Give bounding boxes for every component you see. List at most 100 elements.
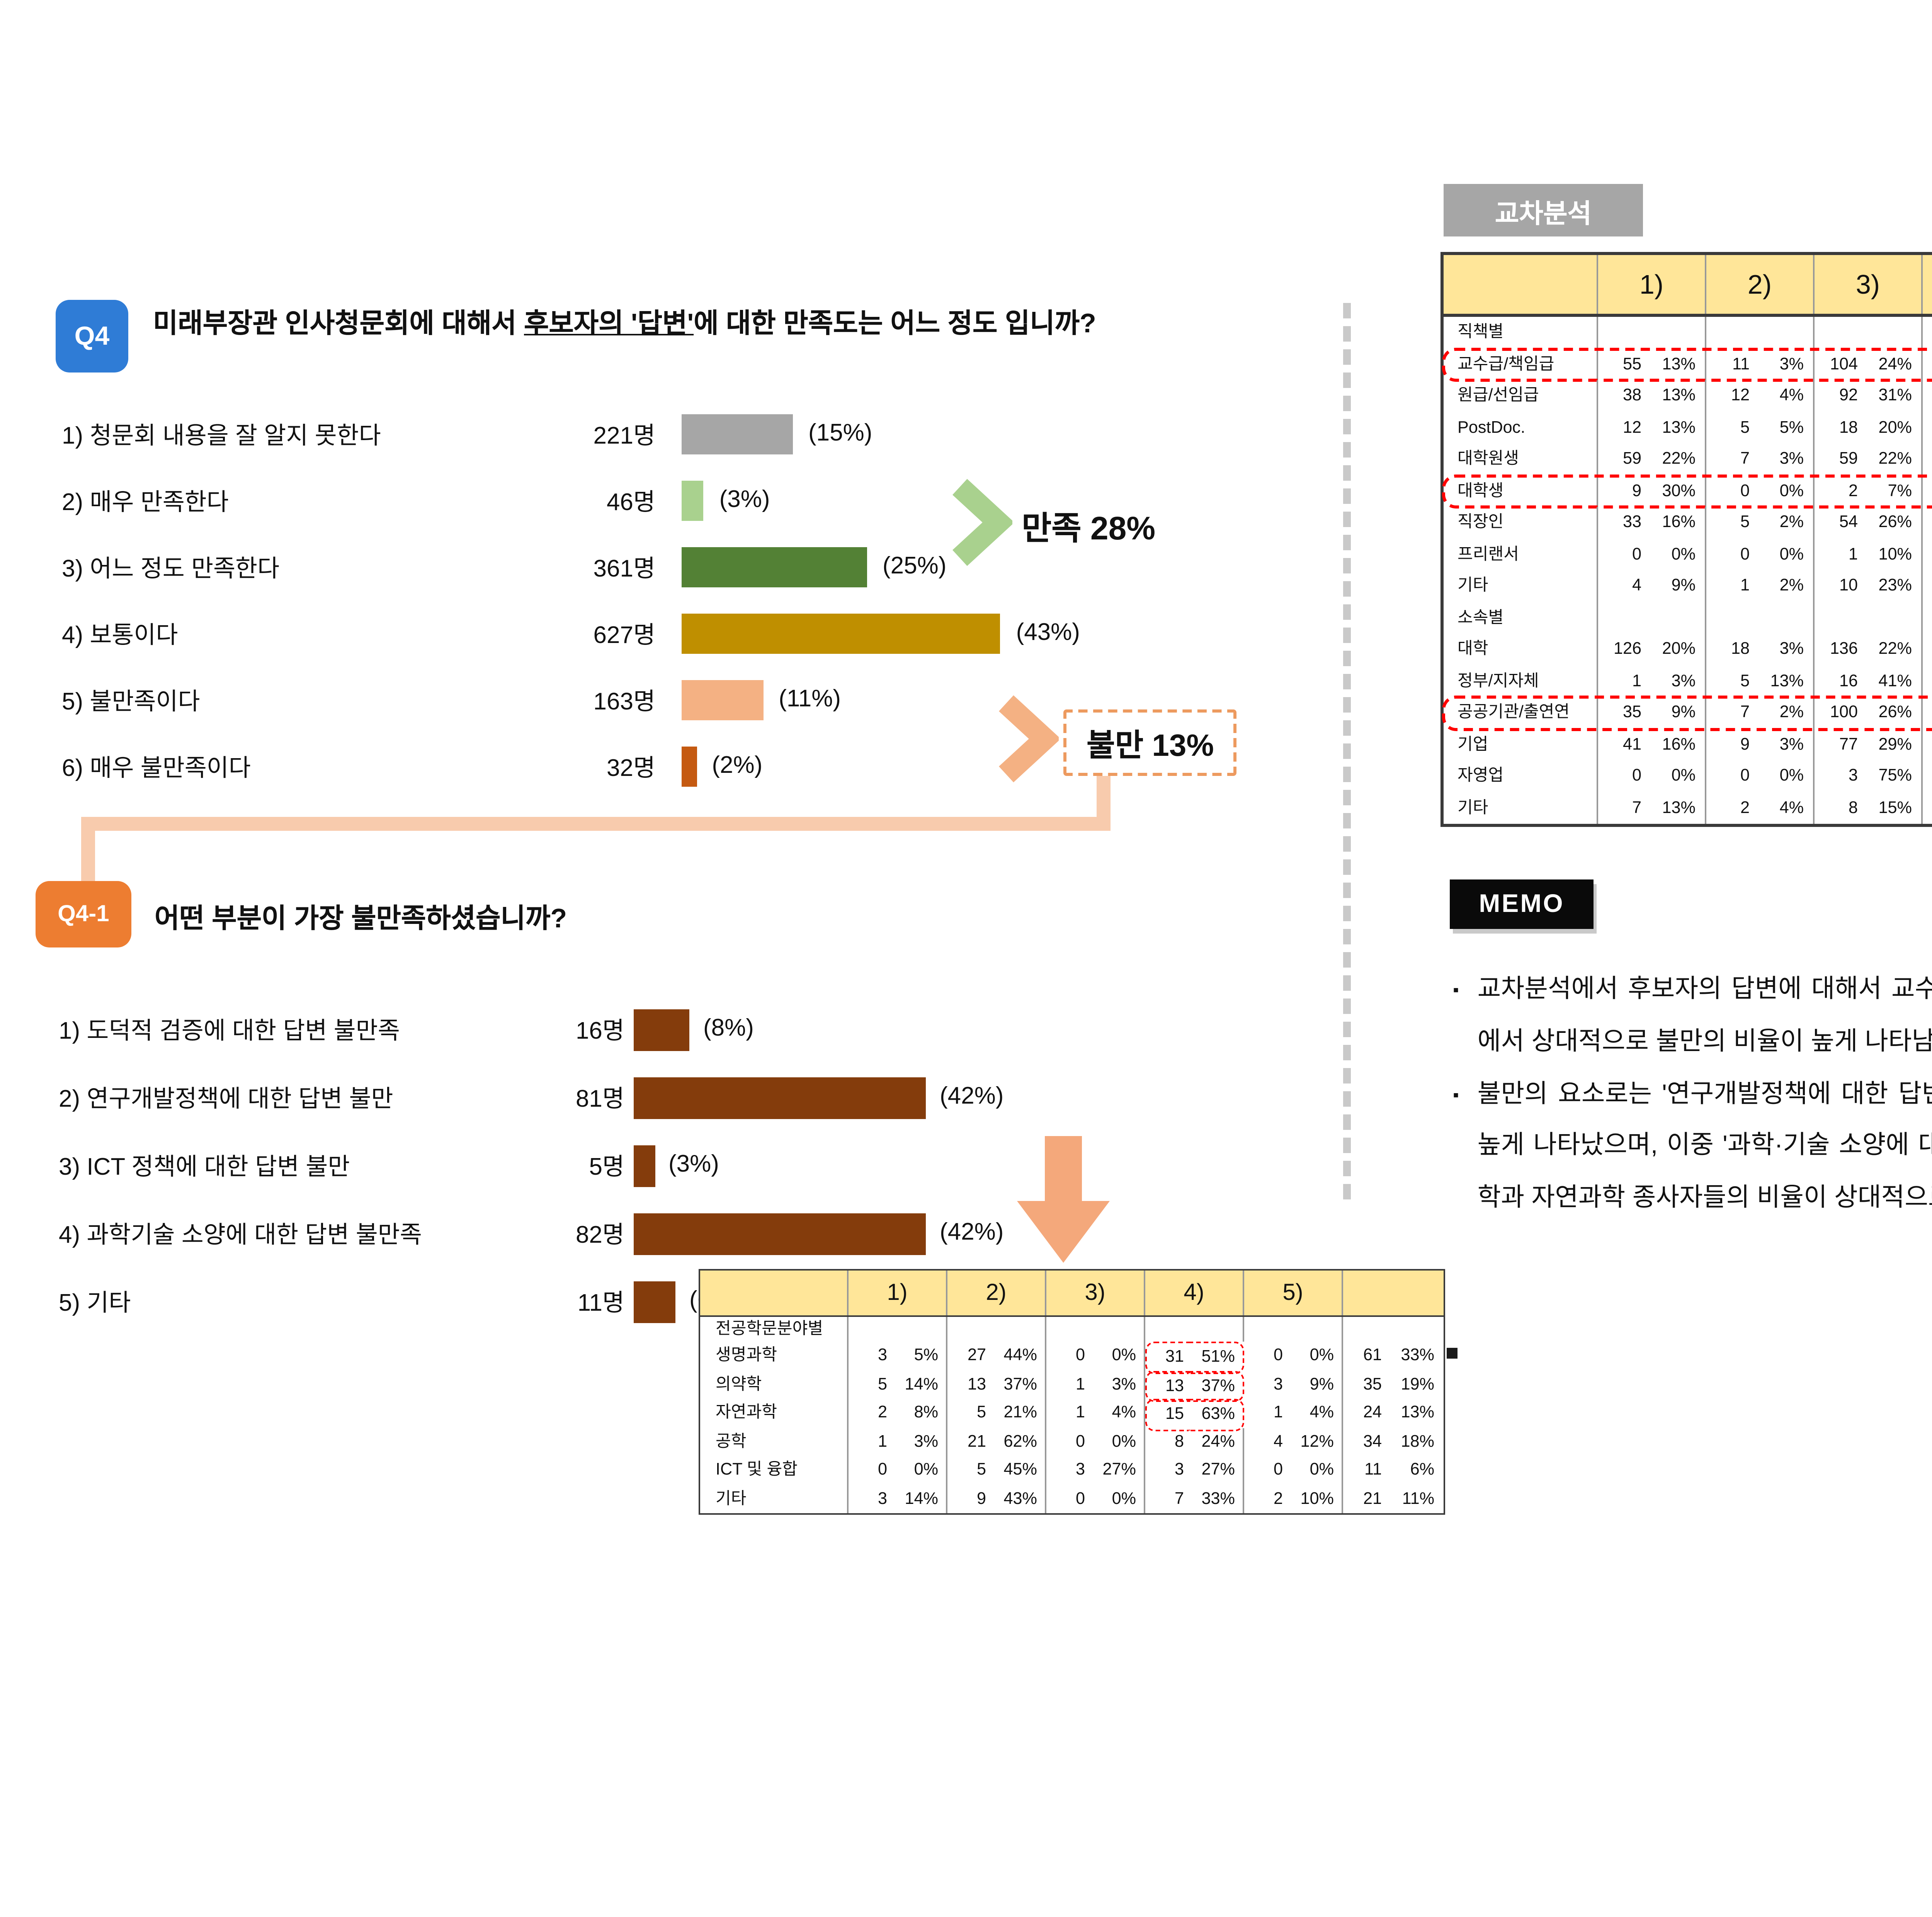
cross-table-col-header: 2) bbox=[1706, 255, 1815, 314]
cross-table-row-label: 대학원생 bbox=[1444, 444, 1598, 475]
q4-1-option-label: 5) 기타 bbox=[59, 1291, 131, 1317]
cross-table-cell: 44 bbox=[1923, 412, 1932, 444]
cross-table-cell: 3% bbox=[1754, 349, 1815, 380]
q4-question: 미래부장관 인사청문회에 대해서 후보자의 '답변'에 대한 만족도는 어느 정… bbox=[153, 297, 1198, 350]
cross-table-cell bbox=[1862, 317, 1923, 349]
cross-table-cell: 20% bbox=[1646, 634, 1706, 665]
cross-table-cell: 2 bbox=[1740, 798, 1750, 817]
cross-table-cell: 54 bbox=[1839, 513, 1858, 532]
q4-1-option-row: 2) 연구개발정책에 대한 답변 불만 81명 (42%) bbox=[59, 1063, 1003, 1131]
down-arrow-icon bbox=[1017, 1136, 1110, 1263]
major-table-col-header: 2) bbox=[947, 1271, 1046, 1315]
major-table-cell: 3% bbox=[1090, 1370, 1145, 1402]
q4-bar-chart: 1) 청문회 내용을 잘 알지 못한다 221명 (15%) 2) 매우 만족한다 46… bbox=[62, 400, 1080, 799]
major-field-table: 1) 2) 3) 4) 5) 전공학문분야별 생명과학 3 5% 27 44% 0 0% 31 51% 0 0%… bbox=[699, 1269, 1445, 1515]
cross-table-cell: 24% bbox=[1862, 349, 1923, 380]
cross-table-cell: 10 bbox=[1839, 577, 1858, 595]
major-table-cell: 0 bbox=[1273, 1346, 1283, 1365]
major-table-section-label: 전공학문분야별 bbox=[700, 1317, 849, 1342]
major-table-row: ICT 및 융합 0 0% 5 45% 3 27% 3 27% 0 0% 11 6% bbox=[700, 1456, 1444, 1485]
cross-table-cell: 16% bbox=[1646, 507, 1706, 539]
q4-option-row: 3) 어느 정도 만족한다 361명 (25%) bbox=[62, 533, 1080, 600]
q4-question-underlined: 후보자의 '답변' bbox=[524, 308, 694, 338]
cross-table-cell: 266 bbox=[1923, 634, 1932, 665]
q4-option-label: 2) 매우 만족한다 bbox=[62, 489, 229, 515]
cross-table-cell: 15% bbox=[1862, 792, 1923, 824]
cross-table-cell: 38 bbox=[1622, 386, 1641, 405]
cross-table-row-label: 대학 bbox=[1444, 634, 1598, 665]
cross-table-cell: 5 bbox=[1740, 418, 1750, 437]
major-table-cell bbox=[1287, 1317, 1343, 1342]
major-table-cell bbox=[1244, 1317, 1287, 1342]
cross-table-cell: 77 bbox=[1839, 735, 1858, 754]
q4-option-percent: (15%) bbox=[808, 420, 872, 446]
major-table-cell: 5% bbox=[892, 1342, 947, 1373]
q4-option-label: 4) 보통이다 bbox=[62, 622, 178, 648]
major-table-cell: 3 bbox=[878, 1346, 887, 1365]
major-table-cell: 1 bbox=[1075, 1375, 1085, 1393]
cross-table-cell: 126 bbox=[1613, 640, 1641, 658]
major-table-cell: 5 bbox=[976, 1403, 986, 1422]
cross-table-row-label: 정부/지자체 bbox=[1444, 665, 1598, 697]
cross-table-cell: 59 bbox=[1839, 450, 1858, 468]
major-table-cell: 3 bbox=[1273, 1375, 1283, 1393]
cross-table-cell: 41% bbox=[1862, 665, 1923, 697]
major-table-row-label: 의약학 bbox=[700, 1370, 849, 1402]
q4-option-percent: (2%) bbox=[712, 752, 763, 778]
cross-table-cell: 0% bbox=[1646, 539, 1706, 570]
cross-table-cell: 12 bbox=[1622, 418, 1641, 437]
q4-option-row: 5) 불만족이다 163명 (11%) bbox=[62, 666, 1080, 733]
major-table-cell: 3 bbox=[1174, 1461, 1184, 1479]
cross-table-cell: 7 bbox=[1740, 450, 1750, 468]
major-table-cell: 27% bbox=[1090, 1456, 1145, 1485]
cross-table-cell: 4% bbox=[1754, 380, 1815, 412]
cross-table-cell: 2% bbox=[1754, 570, 1815, 602]
cross-table-cell: 7% bbox=[1862, 475, 1923, 507]
major-table-cell: 0% bbox=[1287, 1342, 1343, 1373]
divider-line bbox=[1343, 303, 1351, 1199]
cross-table-cell: 0% bbox=[1754, 539, 1815, 570]
cross-table-cell bbox=[1754, 317, 1815, 349]
major-table-cell: 61 bbox=[1363, 1346, 1382, 1365]
major-table-cell: 33% bbox=[1189, 1485, 1244, 1513]
major-table-row-label: 생명과학 bbox=[700, 1342, 849, 1373]
major-table-cell: 0 bbox=[1075, 1346, 1085, 1365]
q4-1-option-percent: (3%) bbox=[668, 1152, 719, 1178]
major-table-cell: 13 bbox=[967, 1375, 986, 1393]
cross-table-cell bbox=[1706, 317, 1754, 349]
major-table-row: 자연과학 2 8% 5 21% 1 4% 15 63% 1 4% 24 13% bbox=[700, 1399, 1444, 1431]
major-table-cell: 13% bbox=[1401, 1403, 1435, 1422]
major-table-cell: 5 bbox=[976, 1461, 986, 1479]
cross-table-row-label: 공공기관/출연연 bbox=[1444, 697, 1598, 729]
satisfaction-callout: 만족 28% bbox=[1022, 512, 1156, 547]
q4-option-bar bbox=[682, 480, 704, 520]
major-table-cell: 0 bbox=[1075, 1432, 1085, 1451]
cross-table-cell: 112 bbox=[1923, 444, 1932, 475]
cross-table-cell bbox=[1815, 317, 1862, 349]
cross-table-cell: 55 bbox=[1622, 355, 1641, 373]
cross-analysis-table: 1)2)3)4)5)6)직책별교수급/책임급5513%113%10424%175… bbox=[1440, 252, 1932, 827]
major-table-cell: 8 bbox=[1174, 1432, 1184, 1451]
major-table-cell: 2 bbox=[878, 1403, 887, 1422]
major-table-row: 생명과학 3 5% 27 44% 0 0% 31 51% 0 0% 61 33% bbox=[700, 1342, 1444, 1373]
cross-table-cell: 16 bbox=[1839, 672, 1858, 690]
major-table-cell: 0 bbox=[1075, 1489, 1085, 1508]
cross-table-section-label: 소속별 bbox=[1444, 602, 1598, 634]
cross-table-cell: 26% bbox=[1862, 507, 1923, 539]
dissatisfaction-callout: 불만 13% bbox=[1063, 709, 1237, 776]
memo-text: 교차분석에서 후보자의 답변에 대해서 교수/책임급, 대학생, 공공기관/출연… bbox=[1477, 975, 1932, 1056]
cross-table-cell: 22% bbox=[1646, 444, 1706, 475]
cross-table-corner bbox=[1444, 255, 1598, 314]
q4-option-row: 4) 보통이다 627명 (43%) bbox=[62, 600, 1080, 666]
major-table-col-header: 1) bbox=[849, 1271, 947, 1315]
cross-table-row: 공공기관/출연연359%72%10026%17144%6116%123%3862… bbox=[1442, 696, 1932, 730]
major-table-cell: 3 bbox=[878, 1489, 887, 1508]
major-table-cell: 4% bbox=[1090, 1399, 1145, 1431]
memo-title: MEMO bbox=[1450, 879, 1594, 929]
cross-table-cell: 0% bbox=[1754, 475, 1815, 507]
cross-table-cell: 92 bbox=[1839, 386, 1858, 405]
cross-table-cell: 10% bbox=[1862, 539, 1923, 570]
